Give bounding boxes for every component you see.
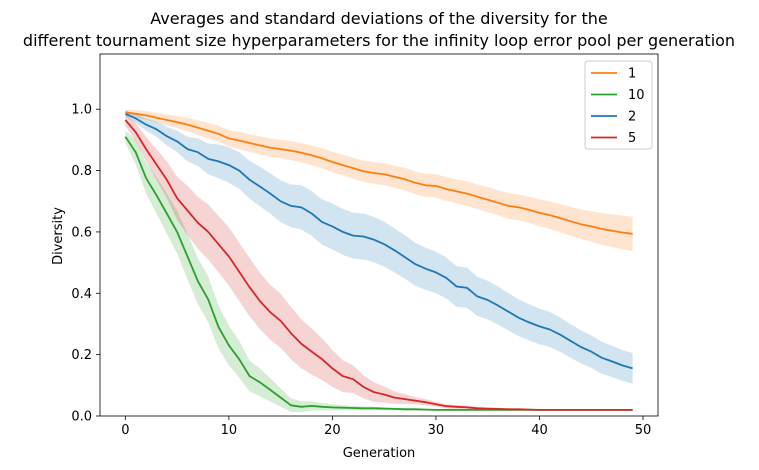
legend-label-10: 10 (628, 88, 645, 103)
mean-lines (124, 111, 633, 411)
y-axis-label: Diversity (51, 207, 66, 265)
std-band-series-1 (125, 109, 633, 251)
y-tick-label: 0.4 (71, 287, 92, 302)
x-tick-label: 40 (531, 423, 548, 438)
y-tick-label: 0.8 (71, 164, 92, 179)
legend-label-1: 1 (628, 67, 636, 82)
legend-label-5: 5 (628, 131, 636, 146)
x-tick-label: 10 (221, 423, 238, 438)
y-tick-label: 0.0 (71, 410, 92, 425)
x-tick-label: 0 (121, 423, 129, 438)
legend-box (584, 60, 653, 150)
mean-line-series-5 (124, 119, 633, 411)
y-tick-label: 0.6 (71, 225, 92, 240)
y-tick-label: 1.0 (71, 103, 92, 118)
plot-frame (99, 53, 659, 417)
x-axis-label: Generation (343, 446, 416, 461)
mean-line-series-2 (125, 112, 633, 370)
std-band-series-2 (125, 110, 633, 384)
y-axis-ticks: 0.0 0.2 0.4 0.6 0.8 1.0 (71, 103, 100, 425)
y-tick-label: 0.2 (71, 348, 92, 363)
legend: 1 10 2 5 (584, 60, 653, 150)
mean-line-series-1 (125, 111, 633, 235)
std-band-series-5 (125, 113, 633, 411)
chart-title-line-1: Averages and standard deviations of the … (150, 9, 607, 28)
x-tick-label: 20 (324, 423, 341, 438)
x-axis-ticks: 0 10 20 30 40 50 (121, 416, 651, 438)
legend-label-2: 2 (628, 110, 636, 125)
x-tick-label: 30 (428, 423, 445, 438)
std-bands (125, 109, 633, 413)
chart-title-line-2: different tournament size hyperparameter… (23, 31, 735, 50)
x-tick-label: 50 (635, 423, 652, 438)
